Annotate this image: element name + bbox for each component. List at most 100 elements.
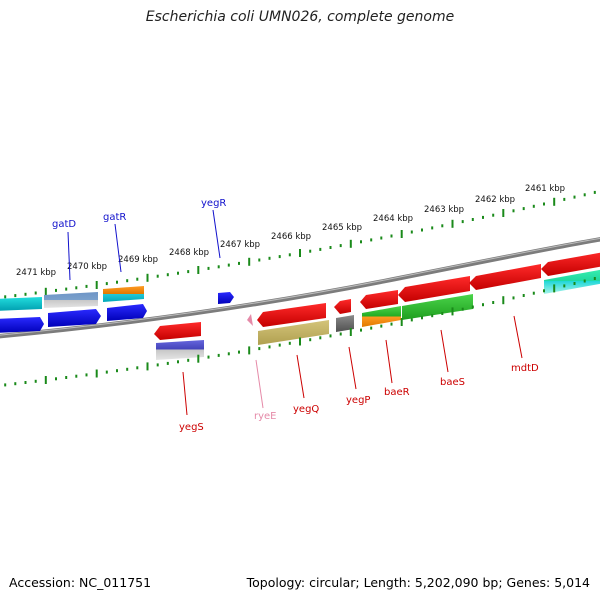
gene-arrow-yegP[interactable]	[336, 315, 354, 332]
ruler-tick	[400, 230, 403, 238]
lower-tick	[451, 307, 454, 316]
ruler-tick	[146, 273, 149, 282]
lower-tick	[136, 366, 139, 370]
lower-tick	[217, 353, 220, 357]
ruler-tick	[116, 280, 118, 284]
gene-label-yegP[interactable]: yegP	[346, 395, 370, 406]
gene-arrow-baeR[interactable]	[362, 306, 401, 327]
ruler-tick	[126, 279, 129, 283]
ruler-tick	[309, 249, 312, 253]
lower-tick	[156, 363, 159, 367]
ruler-tick	[593, 190, 596, 194]
ruler-tick	[24, 292, 27, 296]
gene-arrow-yegR[interactable]	[218, 292, 234, 304]
genome-backbone-highlight	[0, 237, 600, 336]
lower-tick	[258, 347, 261, 351]
ruler-tick	[471, 218, 474, 221]
ruler-tick	[380, 236, 383, 240]
gene-arrow-gatR[interactable]	[103, 286, 144, 302]
lower-tick	[461, 307, 464, 311]
lower-tick	[593, 277, 596, 280]
lower-tick	[75, 374, 78, 378]
ruler-tick	[502, 209, 505, 217]
gene-label-gatD[interactable]: gatD	[52, 219, 76, 230]
lower-tick	[441, 312, 444, 315]
lower-tick	[105, 370, 108, 374]
gene-arrow-yegS-lower[interactable]	[156, 340, 204, 360]
gene-label-gatR[interactable]: gatR	[103, 212, 126, 223]
gene-arrow-gatR-lower[interactable]	[107, 304, 147, 321]
ruler-tick	[410, 230, 413, 234]
gene-arrow-gatD[interactable]	[44, 292, 98, 308]
gene-arrow-mdtD-upper[interactable]	[469, 264, 541, 290]
ruler-tick	[248, 257, 251, 266]
ruler-tick	[156, 274, 159, 278]
gene-arrow-ryeE[interactable]	[247, 314, 253, 326]
lower-tick	[380, 324, 383, 328]
gene-arrow-right-upper[interactable]	[541, 251, 600, 276]
ruler-tick	[65, 287, 68, 291]
lower-tick	[390, 322, 393, 326]
genome-backbone	[0, 237, 600, 339]
gene-label-baeS[interactable]: baeS	[440, 377, 465, 388]
ruler-tick	[207, 266, 210, 270]
gene-label-yegS[interactable]: yegS	[179, 422, 204, 433]
ruler-tick	[349, 239, 352, 248]
ruler-tick	[136, 277, 139, 281]
gene-arrow-left-lower[interactable]	[0, 317, 44, 333]
gene-arrow-yegS[interactable]	[154, 322, 201, 340]
lower-tick	[532, 291, 535, 295]
lower-tick	[288, 341, 291, 345]
lower-tick	[400, 318, 403, 326]
gene-label-yegQ[interactable]: yegQ	[293, 404, 319, 415]
ruler-tick	[95, 281, 98, 289]
lower-tick	[55, 377, 57, 381]
lower-tick	[360, 328, 362, 332]
lower-tick	[4, 383, 7, 387]
lower-tick	[502, 296, 505, 305]
ruler-tick	[14, 294, 17, 298]
ruler-tick	[329, 246, 332, 249]
gene-arrow-yegQ[interactable]	[258, 320, 329, 345]
ruler-tick	[583, 193, 586, 197]
ruler-tick	[288, 253, 291, 257]
gene-label-baeR[interactable]: baeR	[384, 387, 410, 398]
gene-arrow-yegP-upper[interactable]	[334, 299, 351, 314]
gene-arrow-baeS[interactable]	[402, 294, 473, 320]
lower-tick	[309, 338, 312, 342]
lower-tick	[95, 369, 98, 378]
ruler-tick	[217, 265, 220, 269]
gene-arrow-yegQ-upper[interactable]	[257, 303, 326, 327]
ruler-tick	[227, 263, 230, 267]
ruler-tick	[461, 220, 464, 224]
ruler-tick	[278, 255, 281, 259]
ruler-tick	[4, 295, 7, 299]
ruler-tick	[268, 256, 271, 260]
gene-arrow-baeS-upper[interactable]	[398, 276, 470, 302]
gene-arrow-mdtD[interactable]	[544, 268, 600, 294]
label-leaders	[67, 209, 523, 416]
gene-arrow-gatD-region-a[interactable]	[0, 297, 42, 311]
ruler-tick	[451, 219, 454, 228]
ruler-tick	[573, 195, 576, 199]
ruler-tick	[197, 266, 200, 274]
lower-tick	[512, 296, 515, 300]
lower-tick	[583, 279, 586, 283]
gene-arrow-baeR-upper[interactable]	[360, 290, 398, 309]
lower-tick	[44, 376, 47, 384]
ruler-tick	[532, 204, 535, 208]
gene-label-yegR[interactable]: yegR	[201, 198, 226, 209]
ruler-tick	[105, 282, 108, 286]
lower-tick	[126, 367, 129, 371]
gene-label-ryeE[interactable]: ryeE	[254, 411, 277, 422]
lower-tick	[207, 355, 210, 359]
lower-tick	[166, 361, 169, 365]
lower-tick	[543, 289, 545, 293]
lower-tick	[65, 376, 68, 379]
ruler-label: 2467 kbp	[220, 240, 260, 250]
ruler-tick	[543, 202, 545, 206]
gene-arrow-gatD-lower[interactable]	[48, 309, 101, 327]
gene-label-mdtD[interactable]: mdtD	[511, 363, 539, 374]
ruler-tick	[85, 284, 88, 288]
